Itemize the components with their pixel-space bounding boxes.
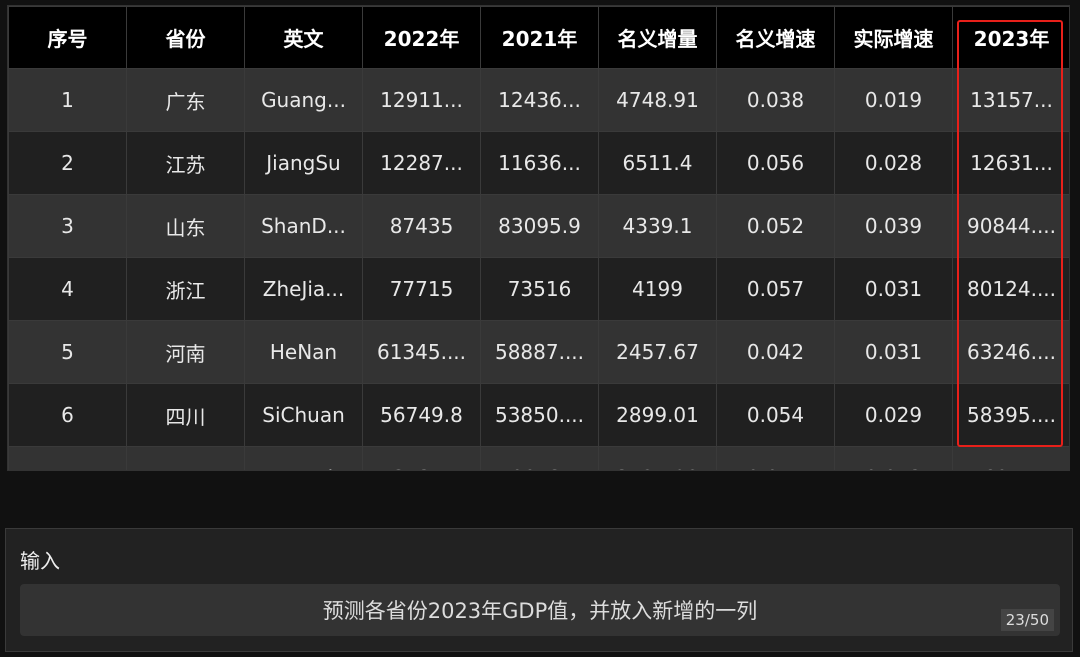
table-cell: 3 (8, 194, 127, 258)
column-header[interactable]: 序号 (8, 6, 127, 69)
column-header[interactable]: 实际增速 (834, 6, 953, 69)
table-cell: 0.031 (834, 257, 953, 321)
table-cell: 4748.91 (598, 68, 717, 132)
table-cell: 0.038 (716, 68, 835, 132)
table-cell: 0.074 (716, 446, 835, 470)
char-counter: 23/50 (1000, 609, 1054, 631)
column-header[interactable]: 省份 (126, 6, 245, 69)
table-cell: 6 (8, 383, 127, 447)
table-cell: ZheJia... (244, 257, 363, 321)
table-cell: HuBei (244, 446, 363, 470)
table-row[interactable]: 2 江苏 JiangSu 12287... 11636... 6511.4 0.056 0.0… (8, 131, 1069, 195)
column-header[interactable]: 2021年 (480, 6, 599, 69)
table-row[interactable]: 4 浙江 ZheJia... 77715 73516 4199 0.057 0.031 8012… (8, 257, 1069, 321)
table-cell: 80124.... (952, 257, 1069, 321)
table-cell: 0.042 (716, 320, 835, 384)
column-header[interactable]: 2023年 (952, 6, 1069, 69)
table-cell: 7 (8, 446, 127, 470)
data-table[interactable]: 序号 省份 英文 2022年 2021年 名义增量 名义增速 实际增速 2023年 1 广东 Gua… (7, 5, 1070, 471)
table-cell: 广东 (126, 68, 245, 132)
table-cell: 56749.8 (362, 383, 481, 447)
table-cell: 53734... (362, 446, 481, 470)
prompt-input[interactable]: 预测各省份2023年GDP值，并放入新增的一列 23/50 (20, 584, 1060, 636)
table-cell: 50013... (480, 446, 599, 470)
table-cell: 83095.9 (480, 194, 599, 258)
table-cell: 0.028 (834, 131, 953, 195)
table-cell: 12287... (362, 131, 481, 195)
table-cell: 2899.01 (598, 383, 717, 447)
table-cell: 53850.... (480, 383, 599, 447)
table-cell: Guang... (244, 68, 363, 132)
table-cell: 0.031 (834, 320, 953, 384)
column-header[interactable]: 名义增速 (716, 6, 835, 69)
table-cell: 4199 (598, 257, 717, 321)
table-cell: 1 (8, 68, 127, 132)
table-cell: JiangSu (244, 131, 363, 195)
table-cell: 0.056 (716, 131, 835, 195)
table-cell: 2457.67 (598, 320, 717, 384)
table-row[interactable]: 7湖北HuBei53734...50013...3721.980.0740.04… (8, 446, 1069, 470)
table-cell: ShanD... (244, 194, 363, 258)
table-cell: 58395.... (952, 383, 1069, 447)
table-cell: 0.043 (834, 446, 953, 470)
table-cell: 63246.... (952, 320, 1069, 384)
input-panel: 输入 预测各省份2023年GDP值，并放入新增的一列 23/50 (5, 528, 1073, 652)
table-cell: 56045... (952, 446, 1069, 470)
table-cell: 5 (8, 320, 127, 384)
table-cell: 浙江 (126, 257, 245, 321)
table-cell: 2 (8, 131, 127, 195)
table-cell: 12436... (480, 68, 599, 132)
table-cell: 6511.4 (598, 131, 717, 195)
table-header-row: 序号 省份 英文 2022年 2021年 名义增量 名义增速 实际增速 2023年 (8, 6, 1069, 69)
column-header[interactable]: 英文 (244, 6, 363, 69)
table-row[interactable]: 5 河南 HeNan 61345.... 58887.... 2457.67 0.042 0.… (8, 320, 1069, 384)
table-cell: 0.029 (834, 383, 953, 447)
column-header[interactable]: 2022年 (362, 6, 481, 69)
table-cell: 山东 (126, 194, 245, 258)
table-cell: 77715 (362, 257, 481, 321)
table-cell: 13157... (952, 68, 1069, 132)
table-cell: 3721.98 (598, 446, 717, 470)
table-cell: 4339.1 (598, 194, 717, 258)
table-cell: 湖北 (126, 446, 245, 470)
table-cell: 0.057 (716, 257, 835, 321)
table-cell: 12631... (952, 131, 1069, 195)
table-row[interactable]: 6 四川 SiChuan 56749.8 53850.... 2899.01 0.054 0.… (8, 383, 1069, 447)
input-label: 输入 (20, 549, 60, 573)
table-cell: 58887.... (480, 320, 599, 384)
table-cell: 90844.... (952, 194, 1069, 258)
table-cell: SiChuan (244, 383, 363, 447)
table-cell: HeNan (244, 320, 363, 384)
table-cell: 0.054 (716, 383, 835, 447)
table-cell: 0.039 (834, 194, 953, 258)
table-cell: 河南 (126, 320, 245, 384)
table-cell: 0.052 (716, 194, 835, 258)
table-cell: 江苏 (126, 131, 245, 195)
table-cell: 73516 (480, 257, 599, 321)
table-cell: 11636... (480, 131, 599, 195)
table-row[interactable]: 3 山东 ShanD... 87435 83095.9 4339.1 0.052 0.039 9… (8, 194, 1069, 258)
table-cell: 0.019 (834, 68, 953, 132)
column-header[interactable]: 名义增量 (598, 6, 717, 69)
table-cell: 87435 (362, 194, 481, 258)
table-cell: 4 (8, 257, 127, 321)
table-cell: 四川 (126, 383, 245, 447)
table-row[interactable]: 1 广东 Guang... 12911... 12436... 4748.91 0.038 0… (8, 68, 1069, 132)
table-cell: 12911... (362, 68, 481, 132)
table-cell: 61345.... (362, 320, 481, 384)
prompt-text: 预测各省份2023年GDP值，并放入新增的一列 (322, 599, 758, 623)
